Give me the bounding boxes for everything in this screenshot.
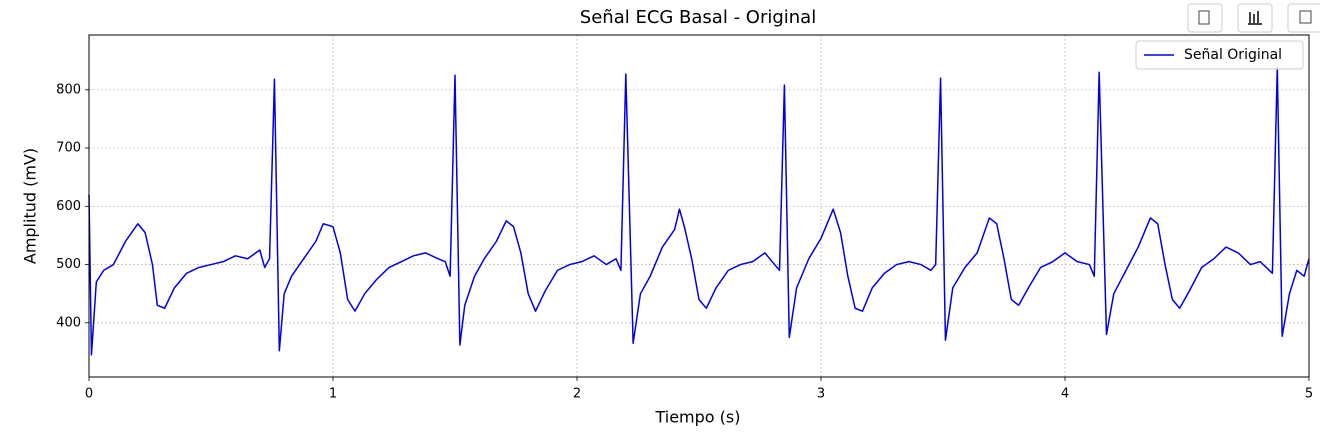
y-tick-label: 800 [56,82,81,97]
y-axis-label: Amplitud (mV) [21,148,40,264]
y-tick-label: 400 [56,315,81,330]
legend-box [1135,40,1304,70]
x-tick-label: 0 [85,387,93,402]
x-axis-label: Tiempo (s) [654,408,740,427]
legend: Señal Original [1135,40,1304,70]
x-tick-label: 3 [817,387,825,402]
x-tick-label: 5 [1305,387,1313,402]
legend-label: Señal Original [1184,47,1282,63]
copy-icon [1198,10,1210,25]
save-icon [1299,10,1312,24]
y-tick-label: 500 [56,257,81,272]
copy-button[interactable] [1187,3,1223,33]
plot-frame [88,34,1310,378]
x-tick-label: 1 [329,387,337,402]
line [88,66,1310,356]
chart-title: Señal ECG Basal - Original [580,7,816,28]
x-tick-label: 2 [573,387,581,402]
save-button[interactable] [1287,3,1320,33]
chart-icon [1248,11,1262,25]
y-tick-label: 600 [56,199,81,214]
x-tick-label: 4 [1061,387,1069,402]
y-tick-label: 700 [56,141,81,156]
